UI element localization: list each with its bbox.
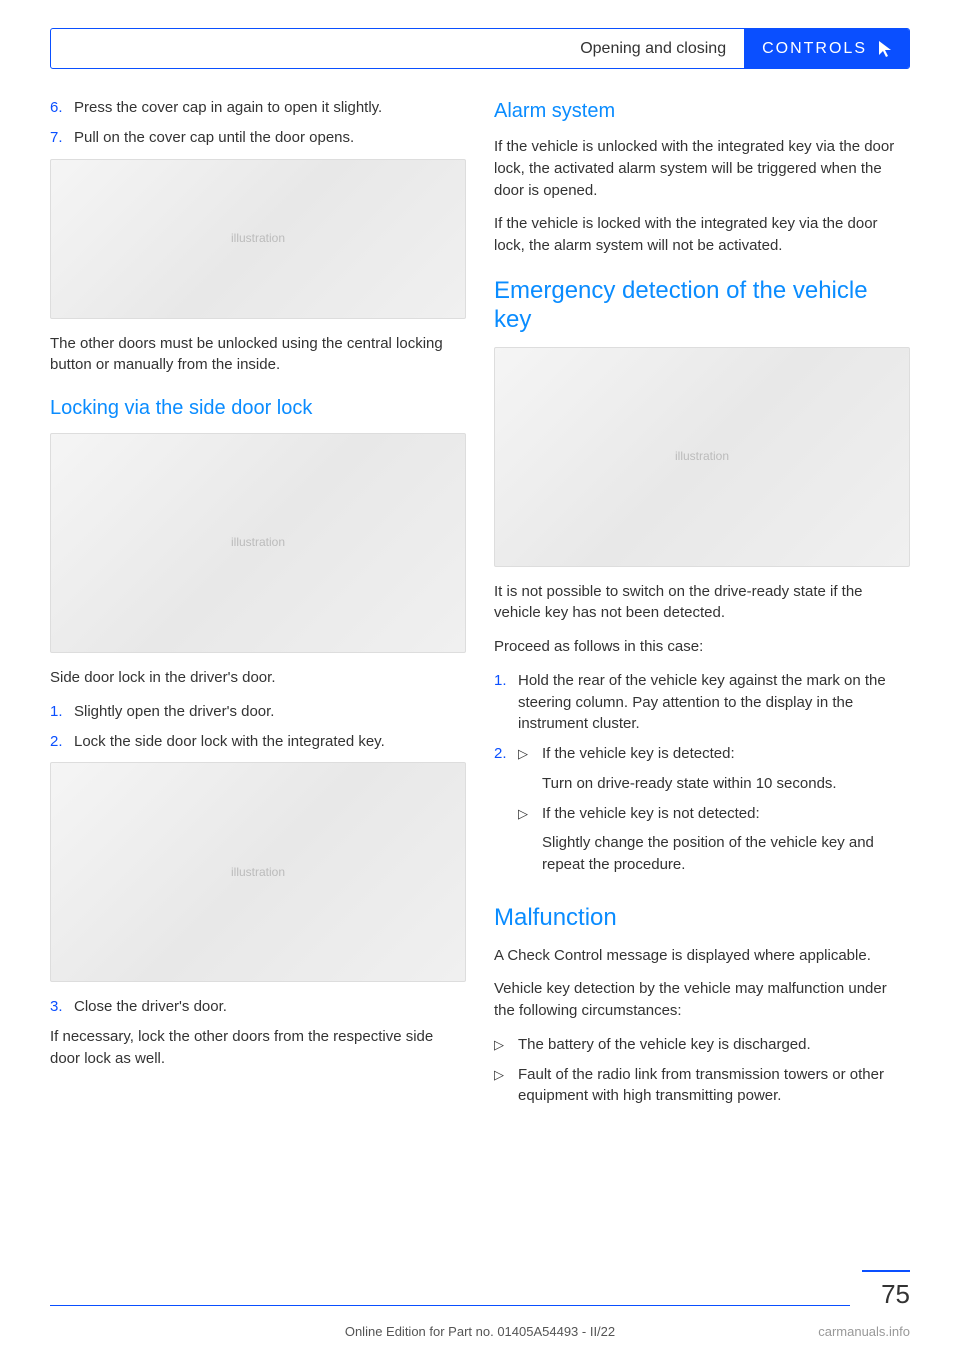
- list-item: 6. Press the cover cap in again to open …: [50, 97, 466, 119]
- category-label: CONTROLS: [744, 29, 909, 68]
- sub-bullet: ▷ If the vehicle key is not detected: Sl…: [518, 803, 910, 876]
- category-text: CONTROLS: [762, 37, 867, 60]
- figure-side-door-lock: illustration: [50, 433, 466, 653]
- step-text: Lock the side door lock with the integra…: [74, 731, 466, 753]
- watermark: carmanuals.info: [818, 1323, 910, 1342]
- list-item: 2. ▷ If the vehicle key is detected: Tur…: [494, 743, 910, 884]
- figure-lock-mechanism: illustration: [50, 762, 466, 982]
- step-number: 3.: [50, 996, 74, 1018]
- step-number: 2.: [50, 731, 74, 753]
- list-item: 2. Lock the side door lock with the inte…: [50, 731, 466, 753]
- sub-label: If the vehicle key is not detected:: [542, 803, 910, 825]
- page-number: 75: [862, 1270, 910, 1314]
- right-column: Alarm system If the vehicle is unlocked …: [494, 97, 910, 1115]
- step-number: 2.: [494, 743, 518, 884]
- sub-text: Slightly change the position of the vehi…: [542, 832, 910, 876]
- paragraph: If necessary, lock the other doors from …: [50, 1026, 466, 1070]
- section-title: Opening and closing: [51, 29, 744, 68]
- bullet-text: If the vehicle key is detected: Turn on …: [542, 743, 910, 795]
- step-text: Pull on the cover cap until the door ope…: [74, 127, 466, 149]
- paragraph: Vehicle key detection by the vehicle may…: [494, 978, 910, 1022]
- paragraph: If the vehicle is locked with the integr…: [494, 213, 910, 257]
- heading-emergency: Emergency detection of the vehicle key: [494, 277, 910, 335]
- list-item: 1. Hold the rear of the vehicle key agai…: [494, 670, 910, 735]
- bullet-icon: ▷: [518, 743, 542, 795]
- sub-text: Turn on drive-ready state within 10 seco…: [542, 773, 910, 795]
- bullet-text: The battery of the vehicle key is discha…: [518, 1034, 910, 1056]
- step-number: 1.: [50, 701, 74, 723]
- paragraph: It is not possible to switch on the driv…: [494, 581, 910, 625]
- figure-key-detection: illustration: [494, 347, 910, 567]
- bullet-item: ▷ Fault of the radio link from transmiss…: [494, 1064, 910, 1108]
- step-text: Press the cover cap in again to open it …: [74, 97, 466, 119]
- paragraph: Proceed as follows in this case:: [494, 636, 910, 658]
- content-columns: 6. Press the cover cap in again to open …: [50, 97, 910, 1115]
- bullet-icon: ▷: [518, 803, 542, 876]
- paragraph: If the vehicle is unlocked with the inte…: [494, 136, 910, 201]
- step-number: 1.: [494, 670, 518, 735]
- paragraph: A Check Control message is displayed whe…: [494, 945, 910, 967]
- list-item: 1. Slightly open the driver's door.: [50, 701, 466, 723]
- step-number: 6.: [50, 97, 74, 119]
- footer-edition: Online Edition for Part no. 01405A54493 …: [0, 1323, 960, 1342]
- step-text: Close the driver's door.: [74, 996, 466, 1018]
- list-item: 3. Close the driver's door.: [50, 996, 466, 1018]
- list-item: 7. Pull on the cover cap until the door …: [50, 127, 466, 149]
- heading-alarm: Alarm system: [494, 97, 910, 126]
- bullet-icon: ▷: [494, 1064, 518, 1108]
- sub-bullet: ▷ If the vehicle key is detected: Turn o…: [518, 743, 910, 795]
- cursor-icon: [877, 39, 895, 59]
- bullet-text: If the vehicle key is not detected: Slig…: [542, 803, 910, 876]
- sub-label: If the vehicle key is detected:: [542, 743, 910, 765]
- step-text: Hold the rear of the vehicle key against…: [518, 670, 910, 735]
- left-column: 6. Press the cover cap in again to open …: [50, 97, 466, 1115]
- heading-malfunction: Malfunction: [494, 904, 910, 933]
- footer-divider: [50, 1305, 850, 1306]
- step-text: ▷ If the vehicle key is detected: Turn o…: [518, 743, 910, 884]
- paragraph: Side door lock in the driver's door.: [50, 667, 466, 689]
- heading-locking: Locking via the side door lock: [50, 394, 466, 423]
- page-header: Opening and closing CONTROLS: [50, 28, 910, 69]
- bullet-text: Fault of the radio link from transmissio…: [518, 1064, 910, 1108]
- step-number: 7.: [50, 127, 74, 149]
- bullet-item: ▷ The battery of the vehicle key is disc…: [494, 1034, 910, 1056]
- bullet-icon: ▷: [494, 1034, 518, 1056]
- paragraph: The other doors must be unlocked using t…: [50, 333, 466, 377]
- figure-door-handle: illustration: [50, 159, 466, 319]
- step-text: Slightly open the driver's door.: [74, 701, 466, 723]
